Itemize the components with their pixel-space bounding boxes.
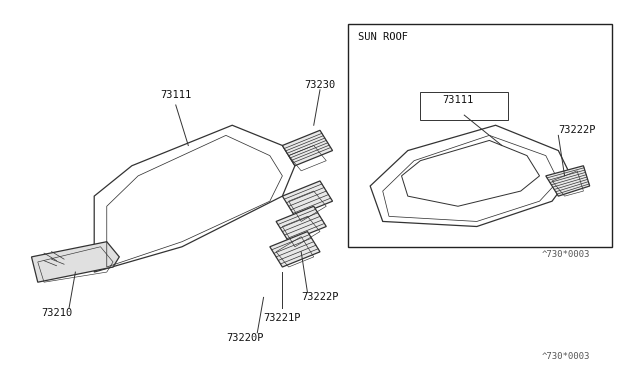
Text: 73222P: 73222P	[301, 292, 339, 302]
Text: 73220P: 73220P	[226, 333, 264, 343]
Text: 73111: 73111	[160, 90, 191, 100]
Text: 73221P: 73221P	[264, 312, 301, 323]
Polygon shape	[401, 141, 540, 206]
Bar	[420, 92, 508, 120]
Text: ^730*0003: ^730*0003	[541, 352, 589, 361]
Polygon shape	[276, 206, 326, 242]
Polygon shape	[94, 125, 295, 272]
Text: SUN ROOF: SUN ROOF	[358, 32, 408, 42]
Polygon shape	[282, 181, 333, 217]
Polygon shape	[270, 231, 320, 267]
Polygon shape	[282, 130, 333, 166]
Bar	[348, 24, 612, 247]
Text: 73210: 73210	[41, 308, 72, 318]
Polygon shape	[370, 125, 571, 227]
Text: 73222P: 73222P	[558, 125, 596, 135]
Text: 73111: 73111	[442, 95, 474, 105]
Polygon shape	[31, 242, 119, 282]
Text: ^730*0003: ^730*0003	[541, 250, 589, 259]
Text: 73230: 73230	[305, 80, 335, 90]
Polygon shape	[546, 166, 589, 196]
